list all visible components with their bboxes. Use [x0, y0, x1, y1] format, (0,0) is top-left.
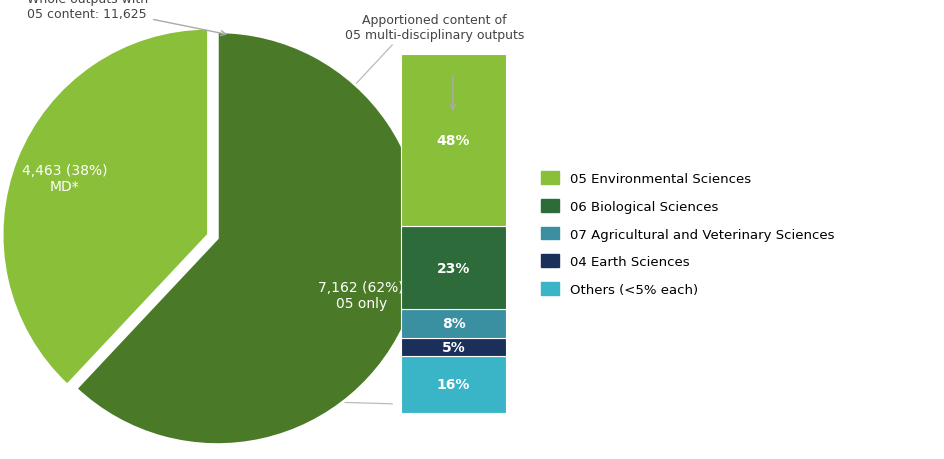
Text: 4,463 (38%)
MD*: 4,463 (38%) MD*	[22, 163, 108, 193]
Text: 7,162 (62%)
05 only: 7,162 (62%) 05 only	[318, 280, 404, 311]
Text: 48%: 48%	[436, 134, 470, 148]
Bar	[401, 356, 505, 413]
Text: 23%: 23%	[436, 261, 470, 275]
Bar	[401, 309, 505, 338]
Text: 8%: 8%	[441, 317, 465, 330]
Wedge shape	[2, 29, 209, 385]
Wedge shape	[76, 33, 423, 445]
Legend: 05 Environmental Sciences, 06 Biological Sciences, 07 Agricultural and Veterinar: 05 Environmental Sciences, 06 Biological…	[540, 172, 834, 296]
Text: Whole outputs with
05 content: 11,625: Whole outputs with 05 content: 11,625	[26, 0, 226, 37]
Text: 16%: 16%	[436, 377, 470, 392]
Text: Apportioned content of
05 multi-disciplinary outputs: Apportioned content of 05 multi-discipli…	[345, 14, 524, 42]
Text: 5%: 5%	[441, 340, 465, 354]
Bar	[401, 338, 505, 356]
Bar	[401, 55, 505, 227]
Bar	[401, 227, 505, 309]
